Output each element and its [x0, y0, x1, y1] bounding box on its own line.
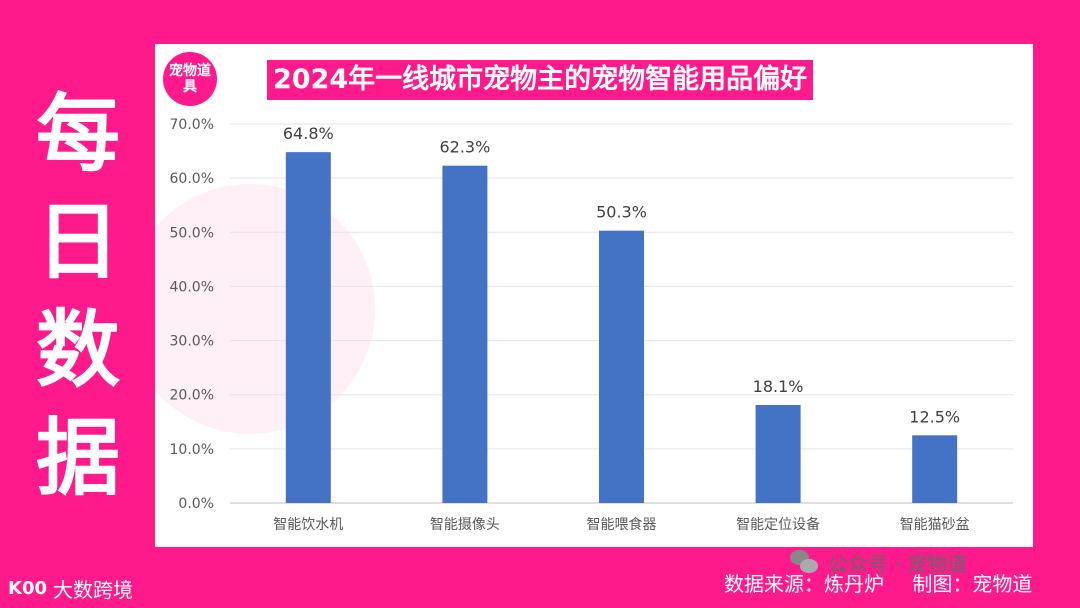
side-title-char: 每 — [35, 85, 120, 183]
y-tick-label: 10.0% — [170, 442, 214, 458]
data-label: 50.3% — [596, 203, 647, 222]
watermark-seal — [125, 184, 375, 434]
x-tick-label: 智能猫砂盆 — [900, 517, 970, 533]
y-tick-label: 0.0% — [178, 496, 214, 512]
data-label: 18.1% — [753, 377, 804, 396]
data-label: 62.3% — [439, 138, 490, 157]
bar — [285, 152, 331, 503]
bar — [912, 435, 958, 503]
y-tick-label: 60.0% — [170, 171, 214, 187]
data-label: 12.5% — [909, 407, 960, 426]
wechat-label: 公众号 · 宠物道 — [828, 552, 968, 576]
logo-text: 大数跨境 — [53, 578, 133, 602]
x-tick-label: 智能喂食器 — [587, 516, 657, 533]
chart-panel: 宠物道具 2024年一线城市宠物主的宠物智能用品偏好 0.0% 10.0% 20.0… — [125, 44, 1033, 547]
bar — [599, 230, 644, 503]
x-tick-label: 智能摄像头 — [430, 517, 500, 533]
side-title-char: 日 — [35, 193, 120, 291]
bar — [755, 405, 801, 503]
data-source: 数据来源：炼丹炉 — [724, 572, 884, 596]
y-tick-label: 30.0% — [170, 334, 214, 350]
y-tick-label: 20.0% — [170, 388, 214, 404]
y-tick-label: 50.0% — [170, 225, 214, 241]
credit-line: 数据来源：炼丹炉 制图：宠物道 — [724, 568, 1032, 597]
chart-maker: 制图：宠物道 — [912, 572, 1033, 596]
side-title: 每 日 数 据 — [18, 80, 138, 512]
x-tick-label: 智能定位设备 — [736, 516, 820, 533]
seal-text: 宠物道具 — [169, 63, 211, 95]
bar — [442, 165, 488, 503]
side-title-char: 数 — [35, 301, 120, 399]
wechat-watermark: 公众号 · 宠物道 — [790, 548, 967, 577]
y-tick-label: 70.0% — [170, 117, 214, 133]
x-tick-label: 智能饮水机 — [273, 517, 343, 533]
chart-title: 2024年一线城市宠物主的宠物智能用品偏好 — [267, 60, 814, 100]
bar-chart: 0.0% 10.0% 20.0% 30.0% 40.0% 50.0% 60.0% 70.0% 6… — [170, 117, 1013, 533]
y-tick-label: 40.0% — [170, 279, 214, 295]
logo-mark: K00 — [8, 578, 47, 599]
data-label: 64.8% — [283, 124, 334, 143]
footer-logo: K00 大数跨境 — [8, 574, 133, 603]
wechat-icon — [790, 549, 820, 576]
logo-seal: 宠物道具 — [163, 52, 217, 106]
side-title-char: 据 — [35, 409, 120, 507]
